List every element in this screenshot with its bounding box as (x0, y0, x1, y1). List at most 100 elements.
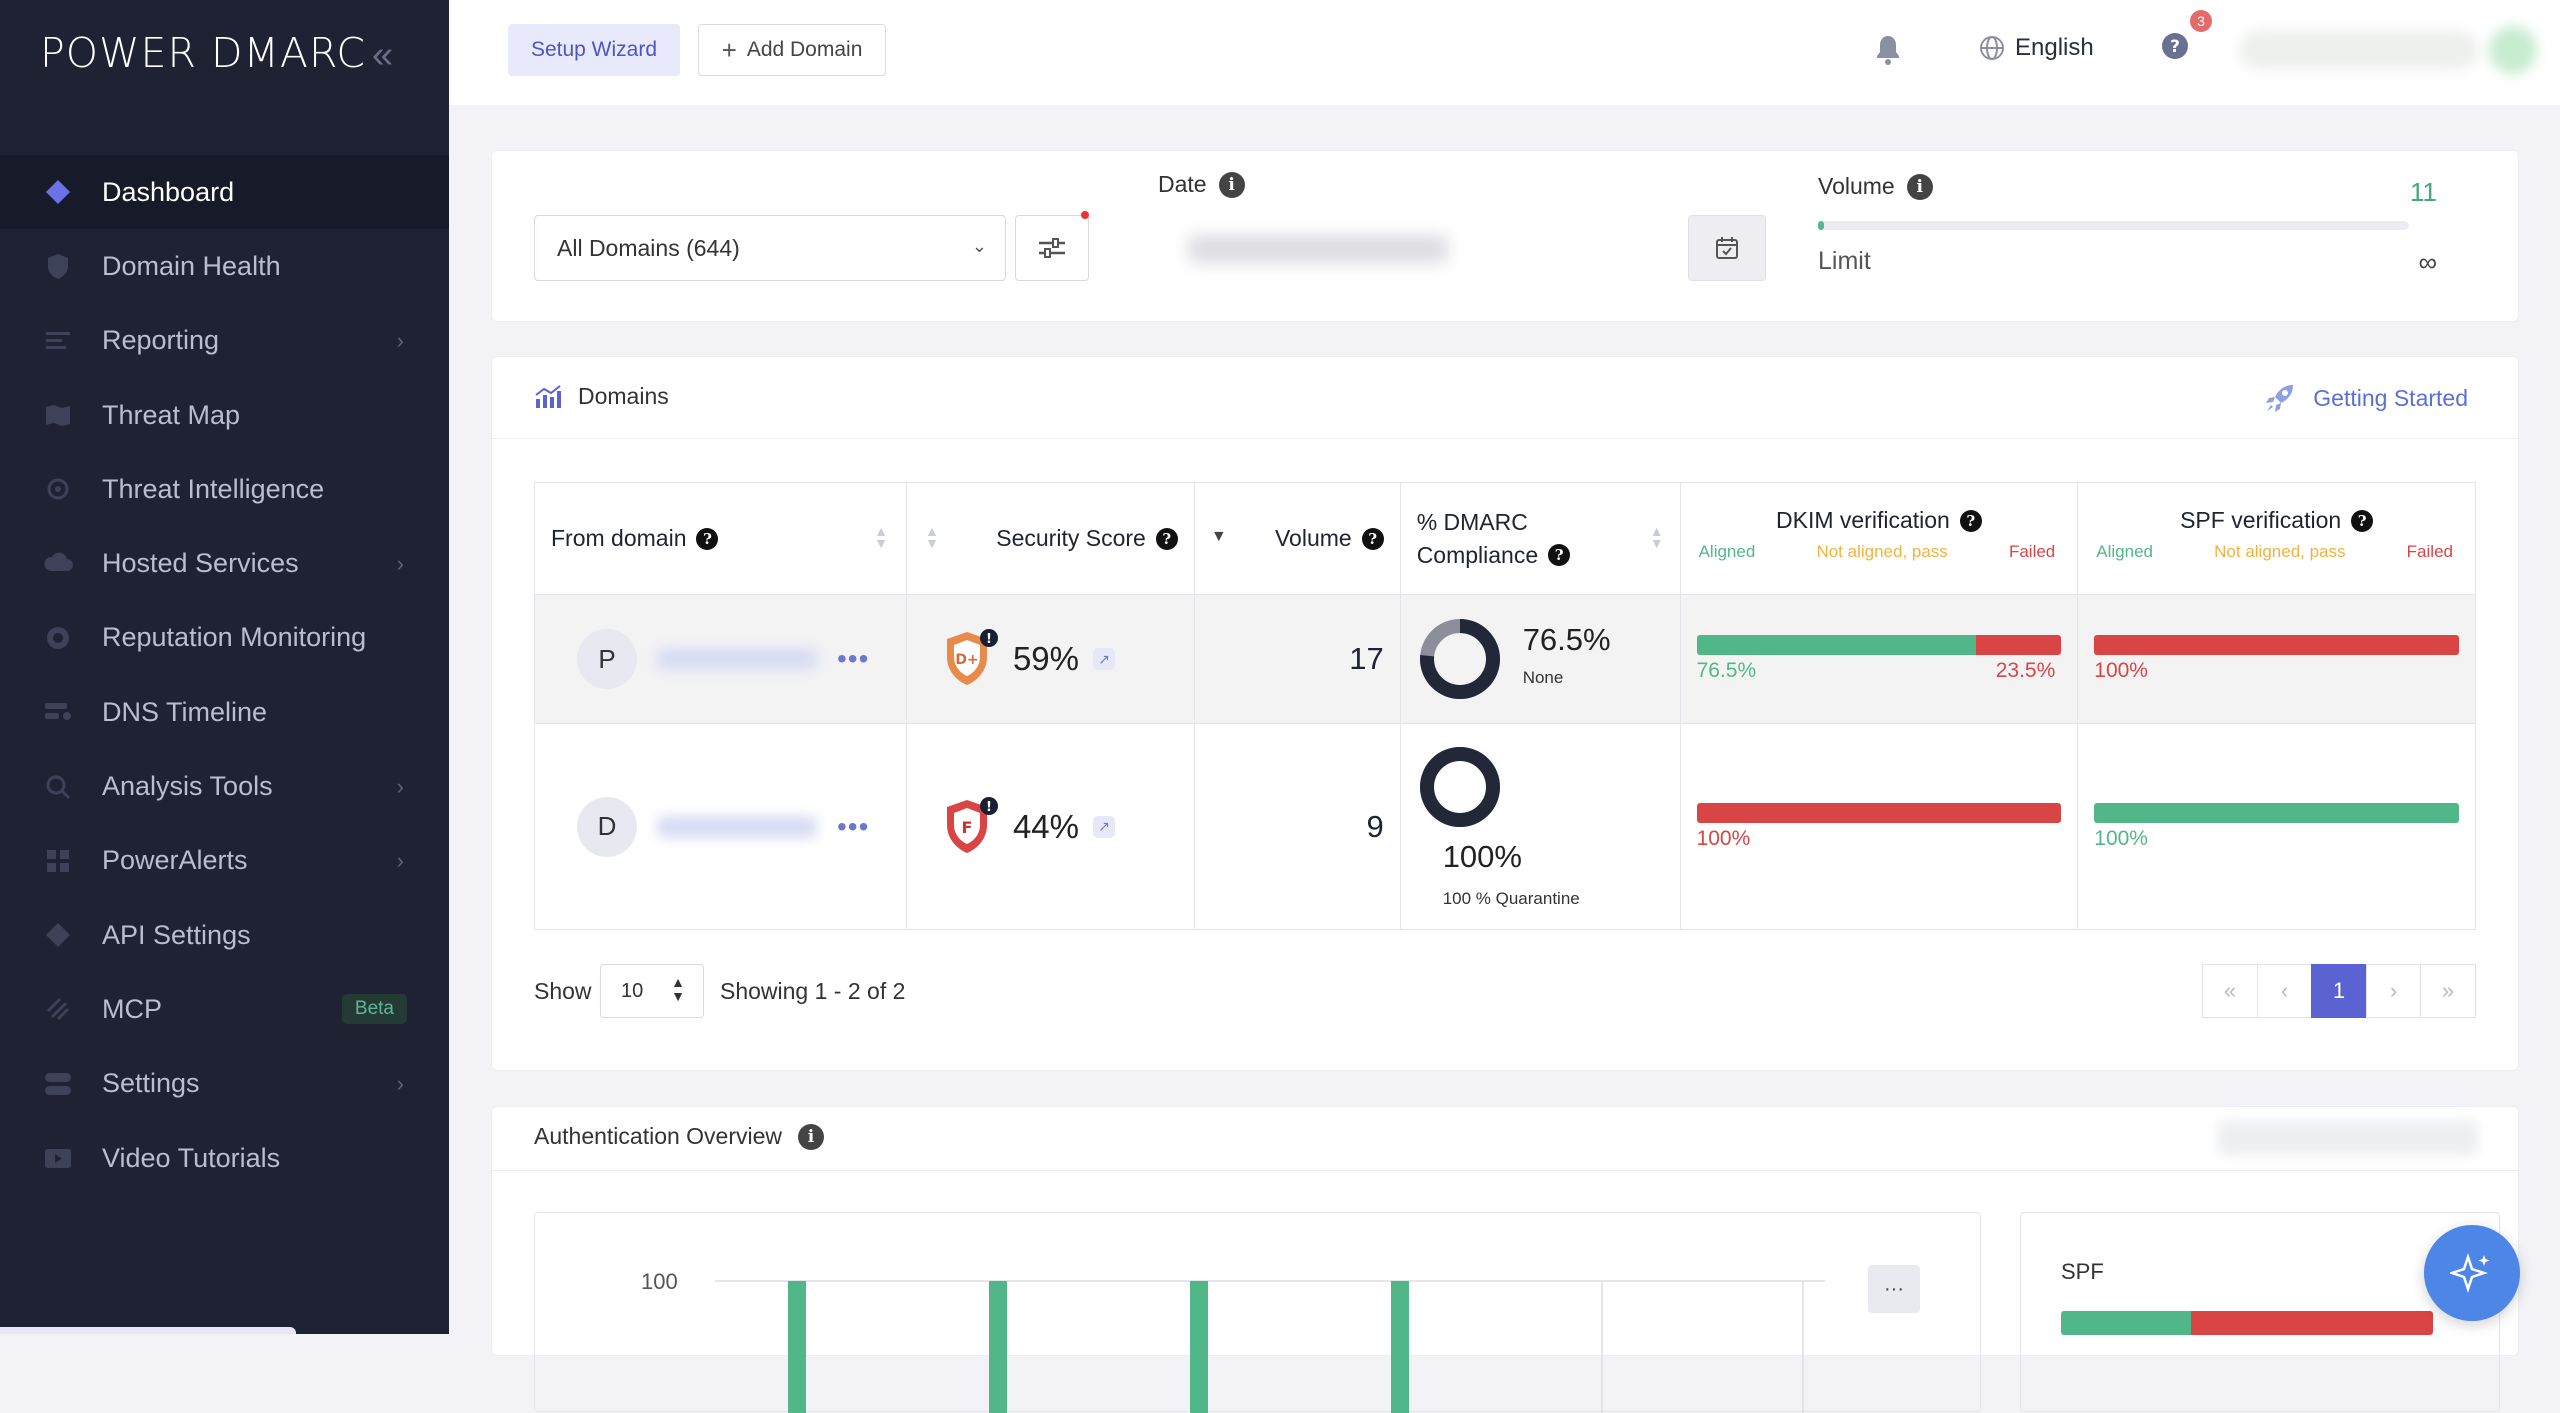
question-icon[interactable]: ? (1548, 544, 1571, 566)
col-volume[interactable]: ▼ Volume ? (1193, 482, 1401, 595)
collapse-sidebar-icon[interactable]: « (372, 34, 394, 76)
col-from-domain-label: From domain (551, 525, 687, 551)
date-label: Date i (1158, 171, 1245, 198)
more-options-icon[interactable]: ••• (837, 810, 870, 842)
question-icon[interactable]: ? (2351, 509, 2374, 532)
prev-page-button[interactable]: ‹ (2256, 964, 2313, 1018)
sidebar-item-label: API Settings (102, 919, 251, 950)
question-icon[interactable]: ? (1155, 527, 1178, 550)
sidebar-item-label: Analysis Tools (102, 771, 273, 802)
dmarc-donut (1419, 619, 1500, 699)
table-row[interactable]: D ••• F! 44% ↗ 9 100% 100 % Quarantine (534, 723, 2476, 930)
col-security-score-label: Security Score (996, 525, 1146, 551)
sidebar-item-hosted-services[interactable]: Hosted Services › (0, 526, 449, 600)
auth-range-redacted[interactable] (2218, 1121, 2478, 1155)
last-page-button[interactable]: » (2420, 964, 2476, 1018)
question-icon[interactable]: ? (696, 527, 719, 550)
sidebar-item-label: Dashboard (102, 176, 235, 207)
sidebar-item-dns-timeline[interactable]: DNS Timeline (0, 675, 449, 749)
bell-icon[interactable] (1873, 34, 1903, 71)
search-icon (42, 771, 74, 803)
col-dmarc-label-2: Compliance (1416, 541, 1539, 568)
user-name-redacted[interactable] (2239, 30, 2479, 70)
filter-settings-button[interactable] (1015, 215, 1089, 281)
crosshair-icon (42, 473, 74, 505)
getting-started-label: Getting Started (2313, 384, 2468, 411)
domain-name-redacted[interactable] (657, 815, 817, 838)
domains-card-header: Domains Getting Started (492, 357, 2518, 439)
table-footer: Show 10 ▲ ▼ Showing 1 - 2 of 2 « ‹ 1 › » (534, 964, 2476, 1018)
show-label: Show (534, 978, 592, 1004)
spf-failed-segment (2094, 635, 2459, 655)
dkim-failed-value: 23.5% (1995, 659, 2056, 682)
sidebar-item-analysis-tools[interactable]: Analysis Tools › (0, 749, 449, 823)
col-from-domain[interactable]: From domain ? ▲ ▼ (534, 482, 907, 595)
from-domain-cell: D ••• (534, 723, 907, 930)
add-domain-button[interactable]: + Add Domain (698, 24, 886, 76)
spf-cell: 100% (2077, 594, 2476, 724)
info-icon[interactable]: i (798, 1123, 825, 1150)
y-tick-label: 100 (641, 1269, 678, 1294)
first-page-button[interactable]: « (2202, 964, 2258, 1018)
spf-summary: SPF (2020, 1212, 2500, 1412)
calendar-button[interactable] (1688, 215, 1766, 281)
more-options-icon[interactable]: ••• (837, 643, 870, 674)
volume-value: 11 (2410, 177, 2437, 207)
limit-label: Limit (1818, 247, 1871, 275)
language-selector[interactable]: English (1979, 34, 2094, 62)
next-page-button[interactable]: › (2365, 964, 2422, 1018)
sort-icon[interactable]: ▲ ▼ (1649, 523, 1664, 551)
ai-assistant-button[interactable] (2424, 1225, 2520, 1321)
dmarc-percent: 76.5% (1522, 622, 1611, 657)
globe-icon (1980, 36, 2004, 60)
getting-started-link[interactable]: Getting Started (2263, 381, 2468, 415)
donut-fill (1419, 619, 1500, 699)
setup-wizard-button[interactable]: Setup Wizard (508, 24, 680, 76)
info-icon[interactable]: i (1218, 171, 1245, 198)
date-range-redacted[interactable] (1188, 235, 1448, 263)
info-icon[interactable]: i (1906, 173, 1933, 200)
dkim-failed-segment (1975, 635, 2062, 655)
sort-desc-icon[interactable]: ▼ (1210, 528, 1227, 545)
domain-select[interactable]: All Domains (644) ⌄ (534, 215, 1006, 281)
spf-failed-value: 100% (2094, 659, 2148, 682)
from-domain-cell: P ••• (534, 594, 907, 724)
page-size-select[interactable]: 10 ▲ ▼ (600, 964, 704, 1018)
domain-name-redacted[interactable] (657, 648, 817, 670)
avatar[interactable] (2489, 26, 2537, 74)
help-icon[interactable]: ? (2161, 32, 2189, 65)
sidebar-nav: Dashboard Domain Health Reporting › Threat M… (0, 155, 449, 1195)
dmarc-policy: None (1522, 668, 1564, 687)
question-icon[interactable]: ? (1361, 527, 1384, 550)
sort-icon[interactable]: ▲ ▼ (924, 523, 939, 551)
sidebar-item-domain-health[interactable]: Domain Health (0, 229, 449, 303)
external-link-icon[interactable]: ↗ (1093, 815, 1115, 838)
sidebar-item-mcp[interactable]: MCP Beta (0, 972, 449, 1046)
sort-icon[interactable]: ▲ ▼ (874, 523, 888, 551)
spf-not-aligned-label: Not aligned, pass (2214, 542, 2346, 561)
sidebar-item-video-tutorials[interactable]: Video Tutorials (0, 1121, 449, 1195)
chevron-right-icon: › (396, 773, 404, 799)
table-row[interactable]: P ••• D+! 59% ↗ 17 76.5% None (534, 594, 2476, 724)
svg-text:!: ! (986, 800, 992, 815)
sidebar-item-reporting[interactable]: Reporting › (0, 304, 449, 378)
sidebar-item-threat-intelligence[interactable]: Threat Intelligence (0, 452, 449, 526)
sidebar-item-dashboard[interactable]: Dashboard (0, 155, 449, 230)
question-icon[interactable]: ? (1959, 509, 1982, 532)
col-security-score[interactable]: ▲ ▼ Security Score ? (905, 482, 1195, 595)
security-score-cell: D+! 59% ↗ (905, 594, 1195, 724)
page-button-current[interactable]: 1 (2311, 964, 2367, 1018)
sidebar-item-label: PowerAlerts (102, 845, 248, 876)
spf-aligned-value: 100% (2094, 826, 2148, 850)
sidebar-item-api-settings[interactable]: API Settings (0, 898, 449, 972)
sidebar-item-settings[interactable]: Settings › (0, 1047, 449, 1121)
filter-card: All Domains (644) ⌄ Date i Volume i 11 L… (491, 150, 2519, 322)
col-dmarc-compliance[interactable]: % DMARC Compliance? ▲ ▼ (1399, 482, 1681, 595)
external-link-icon[interactable]: ↗ (1093, 648, 1115, 670)
sidebar-item-reputation-monitoring[interactable]: Reputation Monitoring (0, 601, 449, 675)
chart-menu-button[interactable]: ··· (1868, 1265, 1920, 1313)
sidebar-item-poweralerts[interactable]: PowerAlerts › (0, 824, 449, 898)
svg-text:?: ? (2170, 37, 2180, 57)
video-icon (42, 1142, 74, 1174)
sidebar-item-threat-map[interactable]: Threat Map (0, 378, 449, 452)
